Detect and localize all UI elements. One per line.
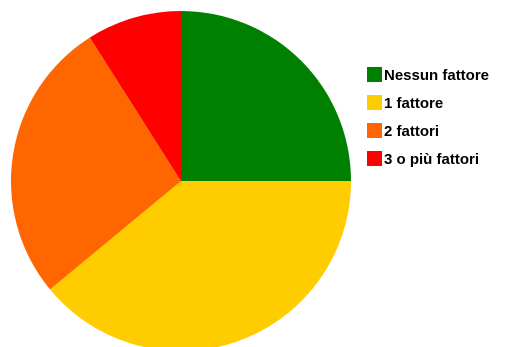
legend: Nessun fattore 1 fattore 2 fattori 3 o più … (367, 67, 489, 168)
legend-swatch-1 (367, 95, 382, 110)
pie-slice-1 (50, 181, 351, 347)
legend-label-3: 3 o più fattori (384, 151, 479, 168)
pie-slice-0 (181, 11, 351, 181)
pie-slices (10, 11, 351, 347)
legend-swatch-3 (367, 151, 382, 166)
pie-slice-3 (89, 11, 181, 181)
legend-label-0: Nessun fattore (384, 67, 489, 84)
legend-item-1: 1 fattore (367, 95, 443, 112)
pie-slice-2 (10, 37, 182, 290)
legend-item-0: Nessun fattore (367, 67, 489, 84)
legend-swatch-0 (367, 67, 382, 82)
legend-label-1: 1 fattore (384, 95, 443, 112)
legend-swatch-2 (367, 123, 382, 138)
legend-item-2: 2 fattori (367, 123, 439, 140)
legend-label-2: 2 fattori (384, 123, 439, 140)
legend-item-3: 3 o più fattori (367, 151, 479, 168)
